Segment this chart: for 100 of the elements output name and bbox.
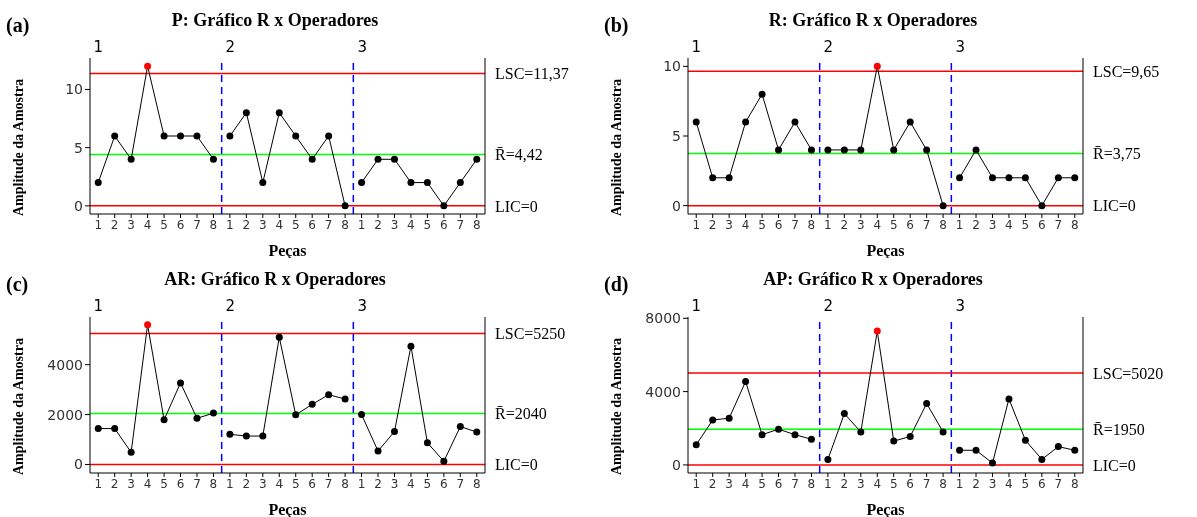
x-tick-label: 2 <box>242 476 251 491</box>
x-tick-label: 3 <box>856 217 865 232</box>
ref-line-label: LIC=0 <box>495 197 538 215</box>
y-tick-label: 0 <box>672 197 681 214</box>
x-tick-label: 5 <box>889 217 898 232</box>
x-tick-label: 6 <box>176 476 185 491</box>
x-tick-label: 1 <box>94 476 103 491</box>
point <box>939 427 947 435</box>
x-tick-label: 5 <box>423 476 432 491</box>
x-tick-label: 6 <box>308 476 317 491</box>
x-tick-label: 3 <box>127 217 135 232</box>
x-tick-label: 5 <box>1021 217 1030 232</box>
x-tick-label: 4 <box>407 476 415 491</box>
point <box>226 132 234 140</box>
point <box>144 62 152 70</box>
y-tick-label: 4000 <box>47 356 83 373</box>
x-tick-label: 4 <box>1005 217 1013 232</box>
x-tick-label: 6 <box>440 476 448 491</box>
x-tick-label: 7 <box>456 217 465 232</box>
point <box>325 132 333 140</box>
x-tick-label: 7 <box>922 476 931 491</box>
text: 3 <box>356 296 368 315</box>
point <box>791 430 799 438</box>
x-tick-label: 7 <box>456 476 465 491</box>
point <box>423 438 431 446</box>
text: 3 <box>954 38 966 56</box>
point <box>709 174 717 182</box>
y-tick-label: 5 <box>672 127 681 144</box>
point <box>692 118 700 126</box>
point <box>374 155 382 163</box>
point <box>193 414 201 422</box>
x-tick-label: 3 <box>258 476 267 491</box>
point <box>873 62 881 70</box>
point <box>758 90 766 98</box>
point <box>1005 394 1013 402</box>
text: 1 <box>690 296 702 315</box>
y-axis-title: Amplitude da Amostra <box>608 79 624 216</box>
point <box>923 146 931 154</box>
x-tick-label: 2 <box>708 476 717 491</box>
x-tick-label: 7 <box>791 476 799 491</box>
x-tick-label: 4 <box>741 476 750 491</box>
point <box>358 410 366 418</box>
point <box>473 428 481 436</box>
point <box>127 155 135 163</box>
x-tick-label: 1 <box>824 476 832 491</box>
x-tick-label: 8 <box>341 217 349 232</box>
point <box>440 457 448 465</box>
x-tick-label: 6 <box>774 476 783 491</box>
x-tick-label: 2 <box>374 476 382 491</box>
x-tick-label: 4 <box>407 217 415 232</box>
point <box>972 446 980 454</box>
point <box>890 437 898 445</box>
point <box>824 455 832 463</box>
x-tick-label: 5 <box>160 476 168 491</box>
text: (d) <box>604 272 629 295</box>
x-tick-label: 5 <box>758 476 766 491</box>
x-tick-label: 1 <box>226 476 234 491</box>
x-tick-label: 2 <box>374 217 382 232</box>
point <box>758 430 766 438</box>
x-tick-label: 7 <box>324 217 333 232</box>
point <box>423 179 431 187</box>
ref-line-label: LIC=0 <box>495 455 538 473</box>
x-tick-label: 8 <box>472 476 481 491</box>
x-tick-label: 8 <box>209 217 218 232</box>
point <box>692 440 700 448</box>
x-tick-label: 7 <box>1054 476 1063 491</box>
point <box>956 174 964 182</box>
point <box>308 155 316 163</box>
x-tick-label: 7 <box>193 217 201 232</box>
x-tick-label: 1 <box>94 217 103 232</box>
point <box>890 146 898 154</box>
x-tick-label: 5 <box>889 476 898 491</box>
x-tick-label: 5 <box>1021 476 1030 491</box>
text: 2 <box>822 296 834 315</box>
x-tick-label: 8 <box>1070 217 1079 232</box>
point <box>275 109 283 117</box>
x-tick-label: 8 <box>807 217 816 232</box>
point <box>972 146 980 154</box>
x-tick-label: 3 <box>127 476 135 491</box>
x-tick-label: 6 <box>1038 217 1046 232</box>
point <box>242 432 250 440</box>
text: (a) <box>6 14 30 36</box>
point <box>259 432 267 440</box>
point <box>807 146 815 154</box>
text: 2 <box>822 38 834 56</box>
point <box>473 155 481 163</box>
point <box>341 395 349 403</box>
ref-line-label: LSC=5250 <box>495 324 566 342</box>
text: 2 <box>224 296 236 315</box>
x-tick-label: 3 <box>258 217 267 232</box>
point <box>390 427 398 435</box>
text: 1 <box>690 38 702 56</box>
point <box>807 435 815 443</box>
point <box>1038 202 1046 210</box>
point <box>160 415 168 423</box>
x-tick-label: 1 <box>955 476 964 491</box>
x-tick-label: 2 <box>242 217 251 232</box>
chart-title: AR: Gráfico R x Operadores <box>163 268 387 290</box>
point <box>226 430 234 438</box>
x-tick-label: 2 <box>972 217 980 232</box>
